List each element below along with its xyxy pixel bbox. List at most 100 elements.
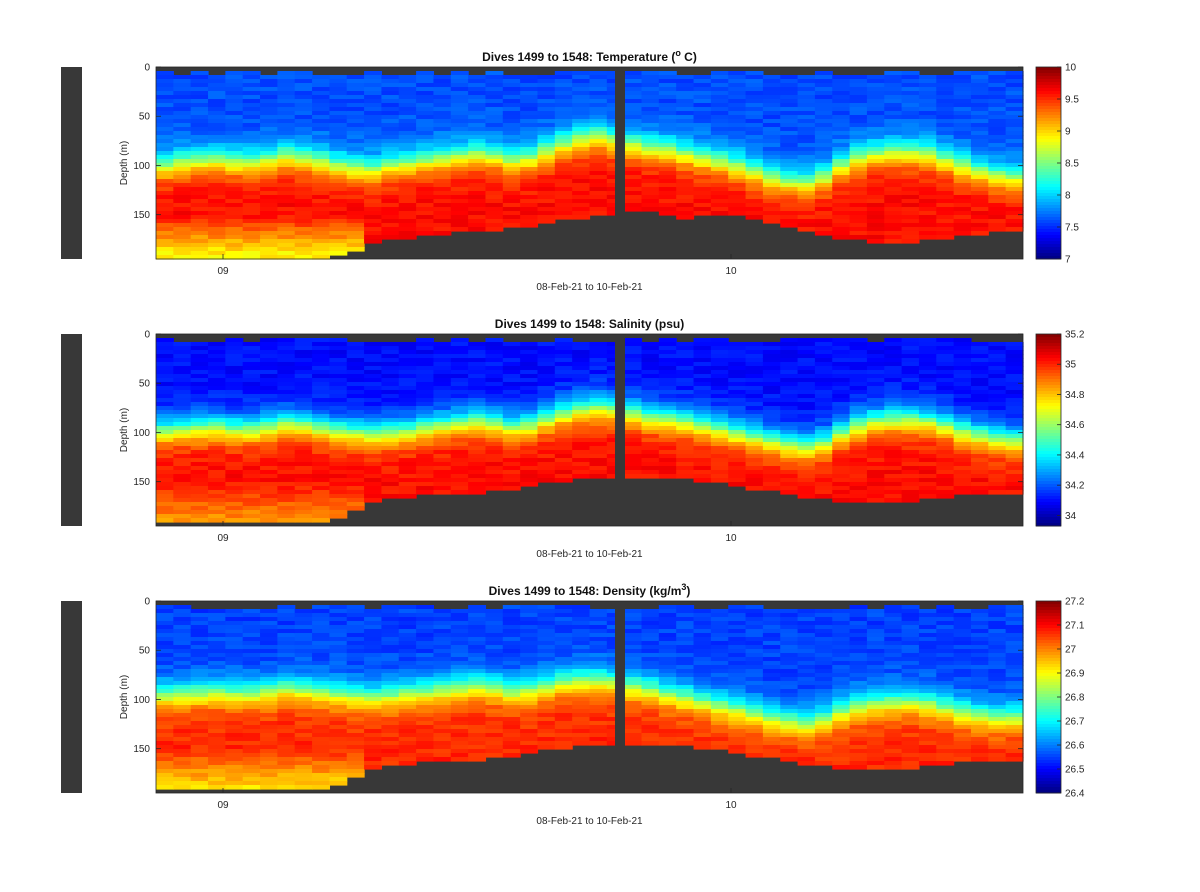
heatmap-cell — [156, 434, 174, 439]
heatmap-cell — [624, 474, 643, 479]
heatmap-cell — [624, 458, 643, 463]
heatmap-cell — [901, 474, 920, 479]
heatmap-cell — [312, 693, 330, 698]
heatmap-cell — [364, 179, 383, 184]
heatmap-cell — [329, 637, 348, 642]
heatmap-cell — [225, 338, 244, 343]
heatmap-cell — [710, 155, 729, 160]
heatmap-cell — [832, 482, 851, 487]
heatmap-cell — [936, 482, 955, 487]
heatmap-cell — [450, 386, 469, 391]
heatmap-cell — [970, 390, 989, 395]
heatmap-cell — [918, 219, 937, 224]
heatmap-cell — [225, 239, 244, 244]
heatmap-cell — [970, 91, 989, 96]
heatmap-cell — [381, 681, 400, 686]
heatmap-cell — [537, 390, 556, 395]
heatmap-cell — [762, 219, 781, 224]
heatmap-cell — [502, 378, 521, 383]
heatmap-cell — [710, 350, 729, 355]
heatmap-cell — [450, 95, 469, 100]
heatmap-cell — [398, 203, 417, 208]
heatmap-cell — [485, 478, 504, 483]
heatmap-cell — [225, 71, 244, 76]
heatmap-cell — [1005, 123, 1024, 128]
heatmap-cell — [901, 414, 920, 419]
heatmap-cell — [398, 75, 417, 80]
heatmap-cell — [208, 414, 226, 419]
heatmap-cell — [225, 163, 244, 168]
heatmap-cell — [468, 143, 487, 148]
heatmap-cell — [693, 111, 712, 116]
heatmap-cell — [416, 358, 435, 363]
heatmap-cell — [554, 71, 573, 76]
heatmap-cell — [710, 366, 729, 371]
heatmap-cell — [450, 733, 469, 738]
heatmap-cell — [884, 143, 903, 148]
heatmap-cell — [641, 127, 660, 132]
heatmap-cell — [953, 378, 972, 383]
heatmap-cell — [624, 203, 643, 208]
heatmap-cell — [884, 83, 903, 88]
heatmap-cell — [450, 458, 469, 463]
heatmap-cell — [693, 438, 712, 443]
heatmap-cell — [346, 219, 365, 224]
heatmap-cell — [173, 159, 192, 164]
heatmap-cell — [398, 95, 417, 100]
heatmap-cell — [901, 95, 920, 100]
heatmap-cell — [329, 434, 348, 439]
heatmap-cell — [156, 709, 174, 714]
heatmap-cell — [832, 362, 851, 367]
heatmap-cell — [225, 613, 244, 618]
heatmap-cell — [502, 219, 521, 224]
heatmap-cell — [208, 657, 226, 662]
heatmap-cell — [988, 159, 1007, 164]
heatmap-cell — [277, 733, 296, 738]
heatmap-cell — [312, 446, 330, 451]
heatmap-cell — [277, 374, 296, 379]
colorbar-swatch — [1036, 427, 1061, 431]
heatmap-cell — [485, 390, 504, 395]
heatmap-cell — [832, 462, 851, 467]
heatmap-cell — [780, 175, 799, 180]
heatmap-cell — [866, 123, 885, 128]
heatmap-cell — [346, 139, 365, 144]
heatmap-cell — [277, 370, 296, 375]
heatmap-cell — [381, 366, 400, 371]
heatmap-cell — [537, 119, 556, 124]
heatmap-cell — [589, 143, 608, 148]
heatmap-cell — [849, 207, 868, 212]
heatmap-cell — [745, 155, 764, 160]
heatmap-cell — [866, 462, 885, 467]
heatmap-cell — [1005, 111, 1024, 116]
heatmap-cell — [676, 358, 695, 363]
heatmap-cell — [416, 143, 435, 148]
heatmap-cell — [208, 151, 226, 156]
heatmap-cell — [866, 83, 885, 88]
heatmap-cell — [797, 155, 816, 160]
heatmap-cell — [658, 462, 677, 467]
heatmap-cell — [190, 777, 209, 782]
heatmap-cell — [225, 633, 244, 638]
heatmap-cell — [814, 410, 833, 415]
heatmap-cell — [433, 617, 452, 622]
heatmap-cell — [260, 454, 278, 459]
heatmap-cell — [225, 374, 244, 379]
heatmap-cell — [658, 382, 677, 387]
heatmap-cell — [780, 474, 799, 479]
colorbar-swatch — [1036, 511, 1061, 515]
heatmap-cell — [849, 103, 868, 108]
heatmap-cell — [554, 390, 573, 395]
heatmap-cell — [242, 251, 261, 256]
heatmap-cell — [849, 131, 868, 136]
heatmap-cell — [398, 103, 417, 108]
heatmap-cell — [797, 75, 816, 80]
heatmap-cell — [294, 426, 313, 431]
heatmap-cell — [416, 398, 435, 403]
heatmap-cell — [433, 685, 452, 690]
heatmap-cell — [190, 757, 209, 762]
heatmap-cell — [381, 661, 400, 666]
heatmap-cell — [346, 91, 365, 96]
heatmap-cell — [312, 697, 330, 702]
heatmap-cell — [918, 179, 937, 184]
